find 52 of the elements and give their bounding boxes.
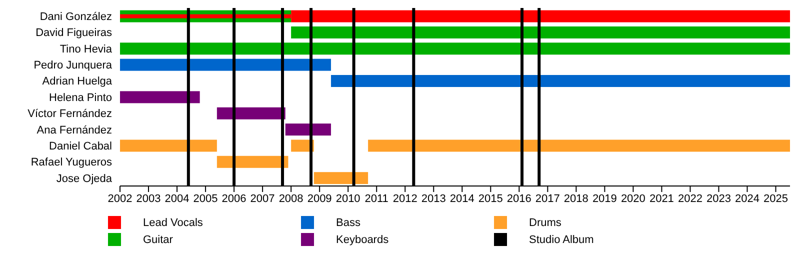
- x-tick-label: 2010: [336, 192, 360, 205]
- bar: [330, 74, 790, 87]
- legend-label: Guitar: [143, 234, 173, 246]
- y-tick-label: Pedro Junquera: [34, 60, 113, 72]
- x-tick-label: 2018: [564, 192, 588, 205]
- x-tick-label: 2025: [764, 192, 788, 205]
- x-tick-label: 2002: [108, 192, 132, 205]
- y-tick-label: Adrian Huelga: [42, 76, 113, 88]
- x-tick-label: 2023: [706, 192, 731, 205]
- x-tick-label: 2024: [734, 192, 760, 205]
- x-tick-label: 2007: [250, 192, 275, 205]
- x-tick-label: 2008: [278, 192, 304, 205]
- y-tick-label: Ana Fernández: [36, 124, 112, 136]
- x-tick-label: 2021: [649, 192, 674, 205]
- x-tick-label: 2009: [307, 192, 332, 205]
- x-tick-label: 2017: [535, 192, 560, 205]
- x-tick-label: 2005: [193, 192, 218, 205]
- bar: [285, 124, 331, 136]
- bar: [120, 42, 790, 55]
- legend-label: Studio Album: [529, 234, 594, 246]
- x-tick-label: 2003: [136, 192, 161, 205]
- x-tick-label: 2011: [364, 192, 388, 205]
- y-tick-label: Dani González: [40, 10, 112, 23]
- bar: [120, 58, 331, 71]
- x-tick-label: 2012: [392, 192, 418, 205]
- legend-label: Drums: [529, 216, 562, 228]
- bar: [291, 26, 790, 38]
- bar: [216, 107, 286, 120]
- x-tick-label: 2004: [164, 192, 190, 205]
- legend-label: Lead Vocals: [143, 216, 203, 228]
- y-tick-label: Helena Pinto: [49, 92, 112, 104]
- bar: [314, 172, 368, 184]
- x-tick-label: 2016: [506, 192, 532, 205]
- y-tick-label: Tino Hevia: [60, 43, 113, 56]
- x-tick-label: 2013: [421, 192, 446, 205]
- x-tick-label: 2015: [478, 192, 503, 205]
- y-tick-label: Rafael Yugueros: [30, 156, 112, 169]
- y-tick-label: Daniel Cabal: [49, 140, 112, 152]
- y-tick-label: Víctor Fernández: [28, 108, 112, 120]
- bar: [120, 140, 217, 152]
- legend-label: Keyboards: [336, 234, 389, 246]
- legend-label: Bass: [336, 216, 360, 228]
- x-tick-label: 2006: [222, 192, 246, 205]
- bar: [216, 156, 288, 168]
- x-tick-label: 2019: [592, 192, 617, 205]
- y-tick-label: David Figueiras: [36, 27, 112, 40]
- y-tick-label: Jose Ojeda: [56, 172, 113, 185]
- x-tick-label: 2020: [620, 192, 646, 205]
- x-tick-label: 2014: [450, 192, 474, 205]
- bar: [368, 140, 790, 152]
- x-tick-label: 2022: [678, 192, 702, 205]
- bar: [120, 91, 200, 104]
